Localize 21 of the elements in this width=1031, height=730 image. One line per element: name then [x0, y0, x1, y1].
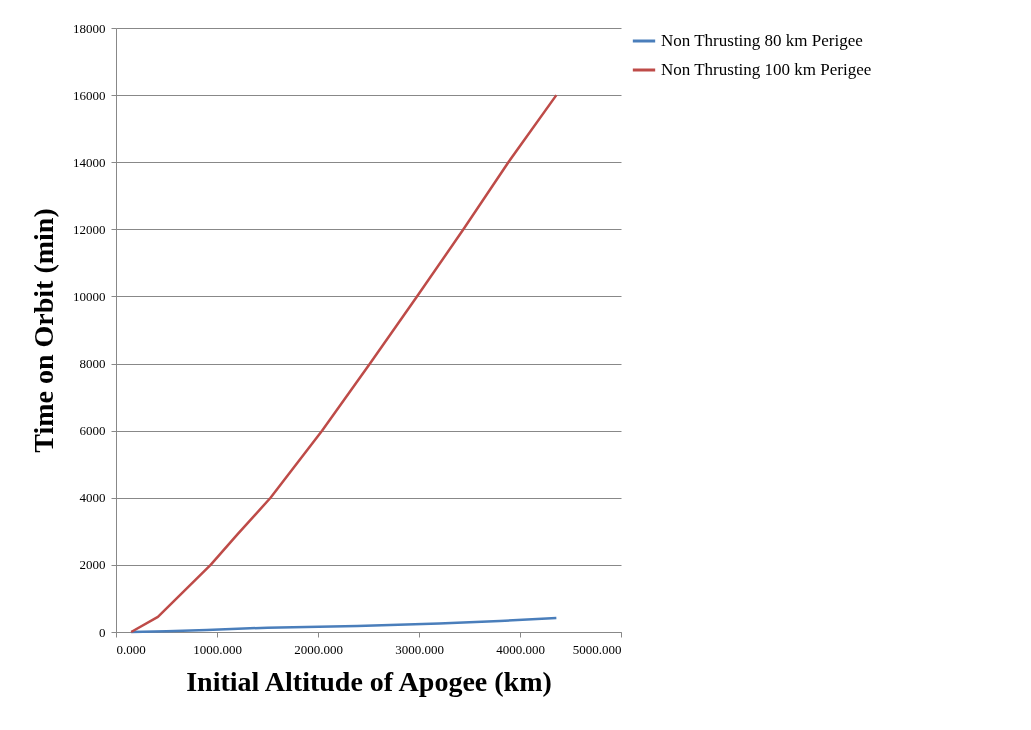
y-tick-label: 6000: [79, 423, 106, 439]
y-tick-label: 12000: [73, 221, 106, 237]
legend-label: Non Thrusting 80 km Perigee: [661, 31, 863, 50]
y-tick-label: 8000: [79, 356, 106, 372]
y-tick-label: 4000: [79, 490, 106, 506]
legend-label: Non Thrusting 100 km Perigee: [661, 60, 872, 79]
y-tick-label: 14000: [73, 154, 106, 170]
y-axis-title: Time on Orbit (min): [28, 208, 59, 453]
y-tick-label: 2000: [79, 557, 106, 573]
y-tick-label: 16000: [73, 87, 106, 103]
x-tick-label: 3000.000: [395, 641, 444, 657]
x-axis-title: Initial Altitude of Apogee (km): [186, 665, 552, 697]
x-tick-label: 2000.000: [294, 641, 343, 657]
x-tick-label: 5000.000: [572, 641, 622, 657]
x-tick-label: 1000.000: [193, 641, 242, 657]
line-series: [129, 93, 558, 634]
y-tick-label: 10000: [73, 288, 106, 304]
y-tick-label: 18000: [73, 20, 106, 36]
x-tick-label: 4000.000: [496, 641, 545, 657]
x-tick-label: 0.000: [116, 641, 146, 657]
y-tick-label: 0: [99, 624, 106, 640]
